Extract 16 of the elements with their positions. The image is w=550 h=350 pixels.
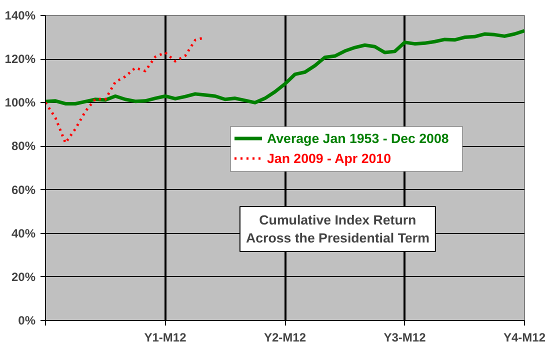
y-tick-label: 60% — [11, 182, 36, 197]
x-tick-label: Y4-M12 — [503, 330, 546, 344]
line-series — [46, 29, 524, 106]
x-tick-label: Y1-M12 — [144, 330, 187, 344]
x-tick-label: Y2-M12 — [264, 330, 306, 344]
y-tick-label: 100% — [4, 96, 36, 110]
x-tick-label: Y3-M12 — [384, 330, 426, 344]
legend-label: Average Jan 1953 - Dec 2008 — [267, 130, 449, 146]
y-tick-label: 140% — [4, 8, 36, 22]
y-tick-label: 120% — [4, 52, 36, 66]
y-tick-label: 0% — [18, 314, 36, 328]
y-tick-label: 80% — [11, 139, 36, 154]
legend-label: Jan 2009 - Apr 2010 — [267, 150, 391, 166]
y-tick-label: 40% — [11, 226, 36, 240]
y-tick-label: 20% — [11, 270, 36, 284]
text: Cumulative Index Return Across the Presidential Term — [246, 212, 430, 246]
